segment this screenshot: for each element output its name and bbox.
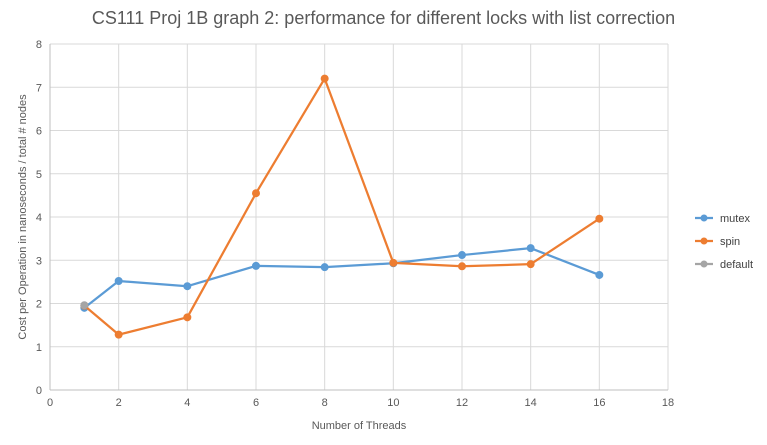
data-point (595, 270, 604, 279)
grid-lines (50, 43, 669, 390)
series-line (83, 77, 600, 336)
y-tick-label: 8 (36, 39, 42, 51)
series-spin (80, 74, 604, 339)
data-point (252, 189, 260, 198)
x-tick-label: 0 (47, 397, 53, 409)
data-point (114, 277, 123, 286)
legend-entry-mutex: mutex (695, 213, 750, 225)
data-point (526, 244, 535, 253)
y-tick-label: 4 (36, 212, 42, 224)
x-tick-label: 16 (593, 397, 605, 409)
x-tick-label: 12 (456, 397, 468, 409)
data-point (80, 301, 89, 310)
y-tick-label: 2 (36, 299, 42, 311)
data-point (458, 251, 466, 260)
data-point (183, 313, 192, 322)
x-tick-label: 2 (116, 397, 122, 409)
y-tick-label: 5 (36, 169, 42, 181)
x-tick-label: 10 (387, 397, 399, 409)
x-tick-label: 6 (253, 397, 259, 409)
y-tick-label: 1 (36, 342, 42, 354)
data-point (320, 263, 329, 272)
data-point (252, 261, 260, 270)
series-lines (80, 74, 604, 339)
data-point (526, 260, 535, 269)
series-default (80, 301, 89, 310)
legend: mutex spin default (695, 213, 753, 271)
legend-entry-default: default (695, 259, 753, 271)
legend-label: spin (720, 236, 740, 248)
chart-title: CS111 Proj 1B graph 2: performance for d… (91, 8, 676, 28)
legend-label: default (720, 259, 753, 271)
legend-label: mutex (720, 213, 750, 225)
legend-swatch-marker (700, 214, 708, 222)
x-tick-label: 14 (525, 397, 537, 409)
data-point (114, 330, 123, 339)
y-tick-label: 3 (36, 255, 42, 267)
data-point (183, 282, 192, 291)
x-axis-title: Number of Threads (312, 420, 407, 432)
x-tick-label: 8 (322, 397, 328, 409)
data-point (458, 262, 466, 271)
data-point (595, 214, 604, 223)
y-tick-label: 6 (36, 126, 42, 138)
legend-swatch-marker (700, 260, 708, 268)
legend-entry-spin: spin (695, 236, 740, 248)
series-mutex (80, 244, 604, 312)
y-axis-title: Cost per Operation in nanoseconds / tota… (17, 94, 29, 340)
x-tick-label: 18 (662, 397, 674, 409)
x-tick-label: 4 (184, 397, 190, 409)
data-point (389, 258, 398, 267)
series-line (83, 247, 600, 309)
y-tick-label: 7 (36, 82, 42, 94)
axes (49, 44, 668, 391)
data-point (320, 74, 329, 83)
y-tick-label: 0 (36, 385, 42, 397)
legend-swatch-marker (700, 237, 708, 245)
